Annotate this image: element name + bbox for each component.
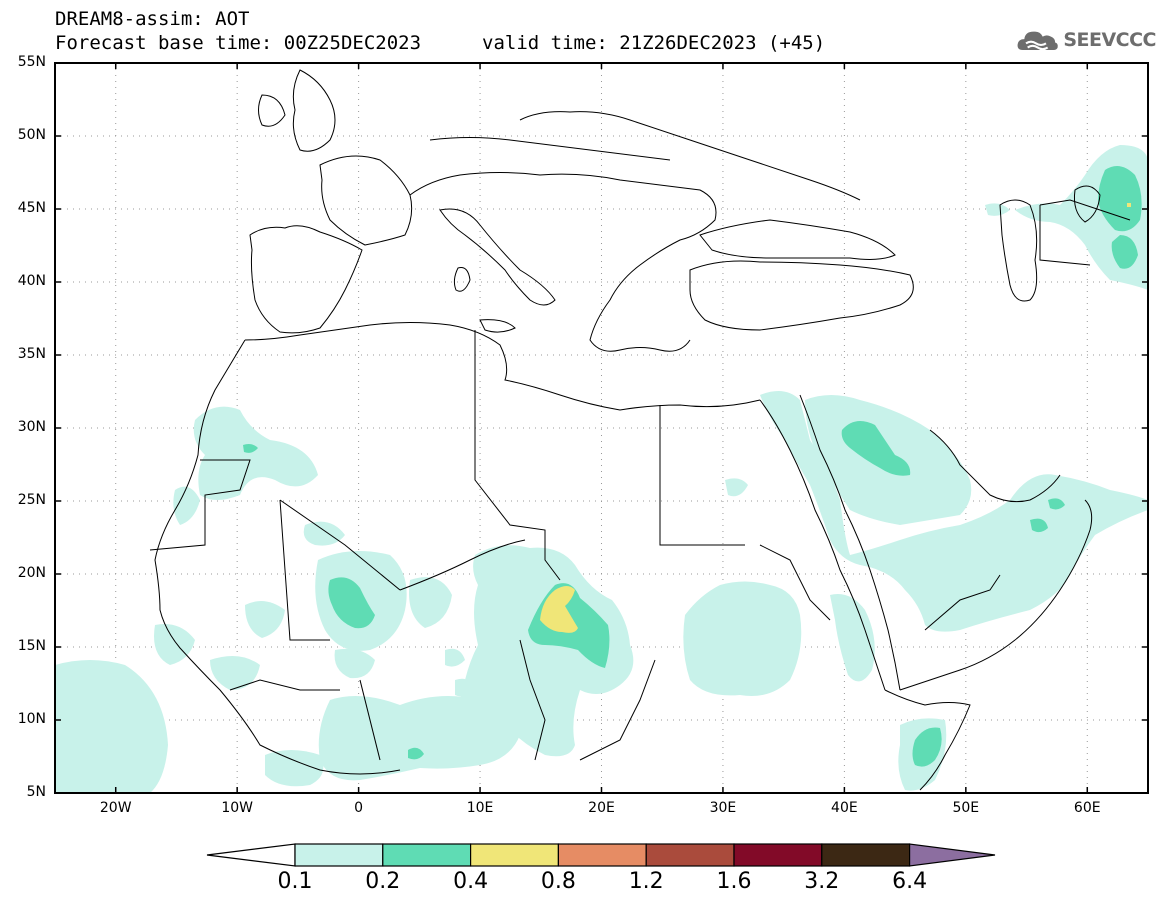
aot-level-0.1 xyxy=(55,145,1148,793)
lon-label: 10W xyxy=(221,800,253,816)
lon-label: 60E xyxy=(1073,800,1101,816)
colorbar-swatch xyxy=(733,843,823,867)
colorbar-level-label: 0.8 xyxy=(540,869,576,894)
colorbar-swatch xyxy=(557,843,647,867)
lon-label: 30E xyxy=(709,800,737,816)
colorbar-level-label: 0.4 xyxy=(453,869,489,894)
colorbar-swatch xyxy=(470,843,560,867)
lat-label: 35N xyxy=(17,346,46,362)
aot-fields xyxy=(55,145,1148,793)
colorbar-swatch xyxy=(382,843,472,867)
coastlines xyxy=(149,69,1131,791)
colorbar-level-label: 1.6 xyxy=(716,869,752,894)
colorbar-level-label: 6.4 xyxy=(892,869,928,894)
lat-label: 20N xyxy=(17,565,46,581)
seevccc-logo: SEEVCCC xyxy=(1016,22,1156,58)
valid-time: valid time: 21Z26DEC2023 (+45) xyxy=(482,32,826,54)
lat-label: 5N xyxy=(26,784,46,800)
lon-label: 50E xyxy=(952,800,980,816)
lon-label: 40E xyxy=(831,800,858,816)
colorbar-extend-high xyxy=(908,843,996,867)
lat-label: 40N xyxy=(17,273,46,289)
lat-label: 25N xyxy=(17,492,46,508)
lon-label: 0 xyxy=(354,800,364,816)
lat-label: 15N xyxy=(17,638,46,654)
colorbar-level-label: 0.1 xyxy=(277,869,313,894)
colorbar-level-label: 0.2 xyxy=(365,869,401,894)
lat-label: 50N xyxy=(17,127,46,143)
logo-text: SEEVCCC xyxy=(1063,29,1156,51)
colorbar-swatch xyxy=(821,843,911,867)
lon-label: 20E xyxy=(588,800,615,816)
colorbar-swatch xyxy=(645,843,735,867)
lat-label: 55N xyxy=(17,54,46,70)
lon-label: 10E xyxy=(466,800,494,816)
axis-ticks xyxy=(55,62,1148,794)
colorbar-swatch xyxy=(294,843,384,867)
colorbar-extend-low xyxy=(206,843,296,867)
colorbar-level-label: 1.2 xyxy=(628,869,664,894)
map-title: DREAM8-assim: AOT xyxy=(55,8,250,30)
forecast-base-time: Forecast base time: 00Z25DEC2023 xyxy=(55,32,422,54)
colorbar-level-label: 3.2 xyxy=(804,869,840,894)
aot-level-0.4 xyxy=(540,203,1131,633)
lon-label: 20W xyxy=(99,800,132,816)
lat-label: 45N xyxy=(17,200,46,216)
colorbar xyxy=(206,843,996,867)
lat-label: 10N xyxy=(17,711,46,727)
cloud-icon xyxy=(1017,31,1058,51)
lat-label: 30N xyxy=(17,419,46,435)
